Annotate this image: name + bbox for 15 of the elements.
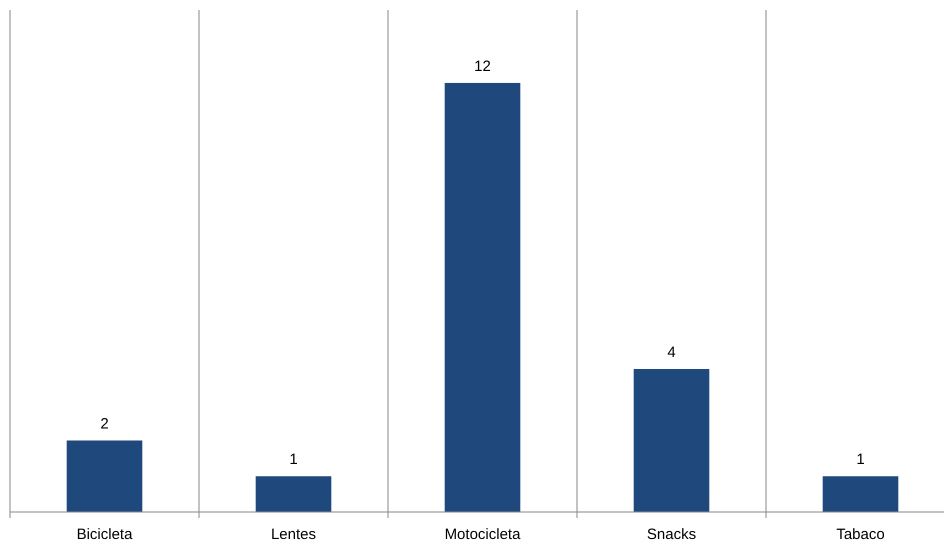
data-label: 4 — [667, 344, 676, 361]
bar — [634, 368, 710, 512]
data-label: 12 — [474, 58, 491, 75]
data-label: 1 — [289, 451, 298, 468]
x-tick-label: Lentes — [270, 526, 316, 543]
bar — [822, 476, 898, 512]
data-label: 2 — [100, 415, 109, 432]
bar — [256, 476, 332, 512]
x-tick-label: Motocicleta — [444, 526, 522, 543]
x-tick-label: Snacks — [646, 526, 696, 543]
bar — [66, 440, 142, 512]
x-tick-label: Tabaco — [836, 526, 885, 543]
bar — [444, 82, 520, 512]
x-tick-label: Bicicleta — [76, 526, 134, 543]
data-label: 1 — [856, 451, 865, 468]
